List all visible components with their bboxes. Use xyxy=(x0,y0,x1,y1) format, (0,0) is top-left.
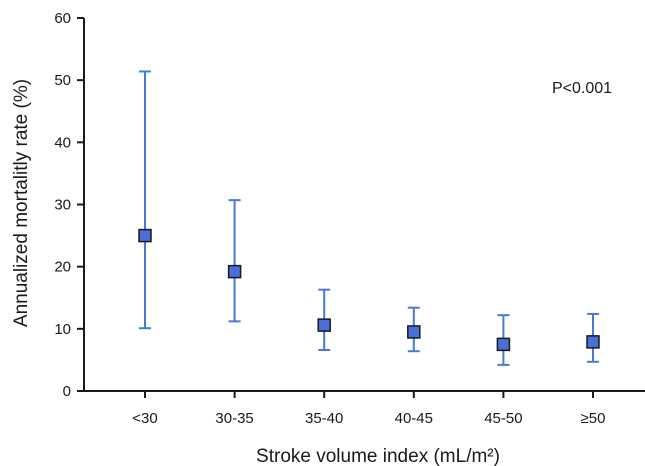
data-series xyxy=(138,70,600,366)
x-tick-label: <30 xyxy=(132,410,157,427)
x-tick-label: 30-35 xyxy=(215,410,253,427)
x-axis-title: Stroke volume index (mL/m²) xyxy=(256,446,500,466)
y-tick-label: 30 xyxy=(54,197,71,214)
point-marker xyxy=(317,318,331,332)
data-point-30-35 xyxy=(227,199,242,323)
x-axis: <30 30-35 35-40 40-45 45-50 ≥50 xyxy=(83,390,645,427)
y-tick-label: 60 xyxy=(54,10,71,27)
y-tick-label: 10 xyxy=(54,321,71,338)
point-marker xyxy=(227,264,242,279)
y-tick-label: 0 xyxy=(63,383,71,400)
data-point-45-50 xyxy=(496,314,511,366)
data-point-35-40 xyxy=(317,288,331,351)
y-axis-title: Annualized mortalitly rate (%) xyxy=(11,79,32,327)
data-point-<30 xyxy=(138,70,152,330)
point-marker xyxy=(586,335,600,349)
x-tick-label: 40-45 xyxy=(395,410,433,427)
x-tick-label: ≥50 xyxy=(581,410,606,427)
p-value-annotation: P<0.001 xyxy=(552,80,612,97)
data-point-40-45 xyxy=(407,306,421,353)
y-tick-label: 40 xyxy=(54,134,71,151)
y-axis: 0 10 20 30 40 50 60 xyxy=(54,10,85,400)
point-marker xyxy=(496,337,511,352)
y-tick-label: 50 xyxy=(54,72,71,89)
y-tick-label: 20 xyxy=(54,259,71,276)
point-marker xyxy=(138,228,152,243)
point-marker xyxy=(407,325,421,339)
x-tick-label: 35-40 xyxy=(305,410,343,427)
data-point-≥50 xyxy=(586,312,600,363)
x-tick-label: 45-50 xyxy=(484,410,522,427)
